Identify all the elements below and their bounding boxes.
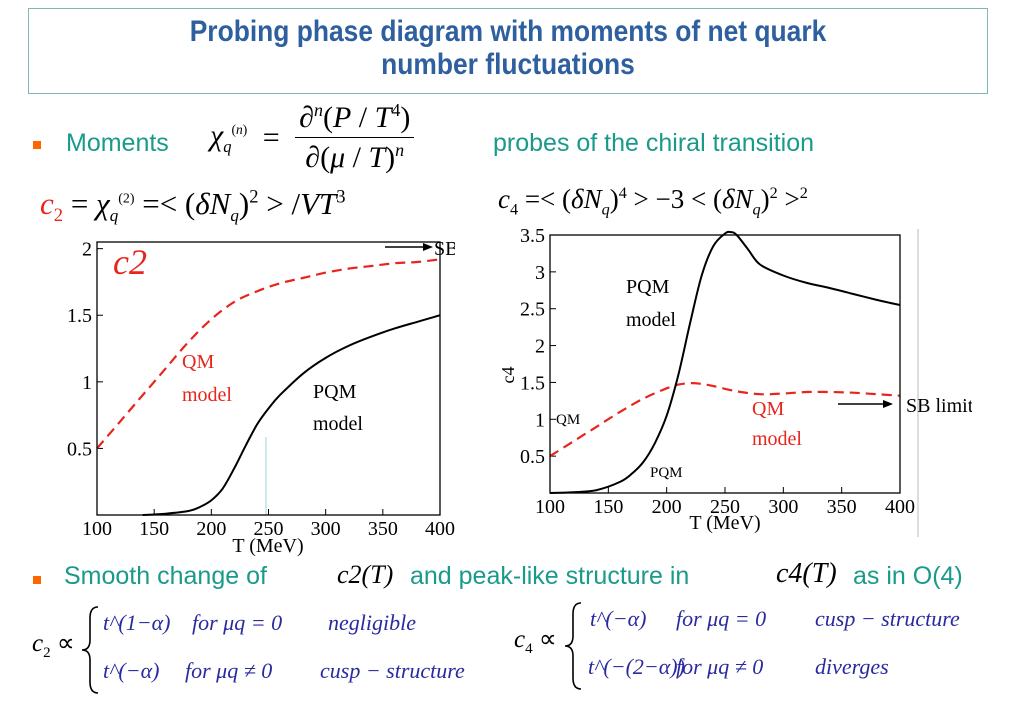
c4-definition: c4 =< (δNq)4 > −3 < (δNq)2 >2: [498, 184, 808, 219]
c2-x-axis-label: T (MeV): [232, 535, 303, 557]
c2-definition: c2 = χq(2) =< (δNq)2 > /VT3: [40, 186, 346, 227]
bullet-marker-1: [33, 141, 41, 149]
c2-chart-title: c2: [113, 242, 147, 282]
c4-sb-label: SB limit: [906, 395, 972, 417]
c4-pqm-edge-label: PQM: [650, 465, 683, 481]
c4-x-tick-label: 100: [535, 496, 565, 518]
c4-proportional: c4 ∝: [514, 626, 557, 657]
c4-plot-frame: [549, 234, 901, 494]
slide-title: Probing phase diagram with moments of ne…: [86, 15, 929, 81]
c4-qm-curve: [549, 382, 901, 458]
c4-x-tick-label: 200: [652, 496, 682, 518]
c4-x-tick-label: 400: [885, 496, 915, 518]
c2-inline-text: c2(T): [337, 560, 394, 589]
c4-pqm-curve: [549, 230, 901, 494]
c2-x-tick-label: 200: [196, 518, 226, 540]
c4-case-2-note: diverges: [815, 654, 889, 679]
c4-sb-arrowhead: [883, 400, 893, 408]
bullet-2-part-b: and peak-like structure in: [410, 562, 690, 590]
c4-y-axis-label: c4: [500, 367, 518, 384]
c2-x-tick-label: 150: [139, 518, 169, 540]
bullet-1-prefix: Moments: [66, 129, 169, 157]
c2-y-tick-label: 0.5: [67, 438, 92, 460]
c4-pqm-label-1: PQM: [626, 276, 670, 298]
c2-brace: [81, 606, 99, 694]
bullet-2-part-c: as in O(4): [853, 562, 963, 590]
c2-qm-label-1: QM: [182, 351, 214, 373]
c2-sb-arrowhead: [423, 243, 433, 251]
moments-formula: χq(n) = ∂n(P / T4) ∂(μ / T)n: [210, 100, 415, 175]
c4-x-tick-label: 250: [710, 496, 740, 518]
c2-qm-curve: [96, 258, 441, 450]
c2-qm-label-2: model: [182, 384, 232, 406]
c4-x-tick-label: 150: [593, 496, 623, 518]
c4-y-tick-label: 3.5: [520, 225, 545, 247]
c4-x-tick-label: 300: [768, 496, 798, 518]
c4-case-2-cond: for μq ≠ 0: [676, 654, 764, 679]
c2-x-tick-label: 350: [368, 518, 398, 540]
c4-case-2-expr: t^(−(2−α)): [588, 654, 685, 679]
c2-pqm-label-1: PQM: [313, 381, 357, 403]
c4-qm-label-1: QM: [752, 398, 784, 420]
c4-y-tick-label: 1: [535, 409, 545, 431]
c2-proportional: c2 ∝: [32, 630, 75, 661]
c2-x-tick-label: 300: [311, 518, 341, 540]
c4-y-tick-label: 3: [535, 262, 545, 284]
c4-y-tick-label: 0.5: [520, 446, 545, 468]
c4-qm-label-2: model: [752, 428, 802, 450]
c2-case-2-note: cusp − structure: [320, 658, 465, 683]
c4-y-tick-label: 2.5: [520, 299, 545, 321]
c4-pqm-label-2: model: [626, 309, 676, 331]
c4-brace: [564, 602, 582, 690]
c2-x-tick-label: 100: [82, 518, 112, 540]
c2-plot-frame: [96, 241, 441, 516]
c2-case-1-expr: t^(1−α): [103, 610, 171, 635]
c2-case-1-cond: for μq = 0: [192, 610, 283, 635]
c4-x-axis-label: T (MeV): [689, 512, 760, 534]
c2-inline: c2(T): [337, 560, 393, 590]
c4-inline-text: c4(T): [776, 558, 837, 589]
c2-y-tick-label: 2: [82, 239, 92, 261]
c2-chart: 100 150 200 250 300 350 400 0.5 1 1.5 2 c2 QM mode…: [67, 238, 455, 557]
title-box: Probing phase diagram with moments of ne…: [28, 8, 988, 94]
c2-pqm-label-2: model: [313, 413, 363, 435]
c2-x-tick-label: 250: [254, 518, 284, 540]
c4-case-1-cond: for μq = 0: [676, 606, 767, 631]
c4-qm-edge-label: QM: [556, 412, 580, 428]
c4-y-tick-label: 2: [535, 336, 545, 358]
title-line-2: number fluctuations: [381, 48, 635, 81]
c4-y-axis-label-text: c4: [500, 367, 518, 384]
bullet-2-part-a: Smooth change of: [64, 562, 267, 590]
c4-case-1-note: cusp − structure: [815, 606, 960, 631]
c4-y-tick-label: 1.5: [520, 372, 545, 394]
c2-sb-label: SB: [434, 238, 455, 260]
c2-y-tick-label: 1: [82, 372, 92, 394]
bullet-1-suffix: probes of the chiral transition: [493, 129, 815, 157]
c2-case-2-cond: for μq ≠ 0: [185, 658, 273, 683]
c2-case-1-note: negligible: [328, 610, 416, 635]
bullet-marker-2: [33, 576, 41, 584]
c4-case-1-expr: t^(−α): [590, 606, 647, 631]
c2-x-tick-label: 400: [425, 518, 455, 540]
title-line-1: Probing phase diagram with moments of ne…: [189, 15, 827, 48]
c4-inline: c4(T): [776, 558, 837, 590]
c2-case-2-expr: t^(−α): [103, 658, 160, 683]
c2-y-tick-label: 1.5: [67, 305, 92, 327]
c4-x-tick-label: 350: [827, 496, 857, 518]
c2-pqm-curve: [142, 314, 441, 516]
